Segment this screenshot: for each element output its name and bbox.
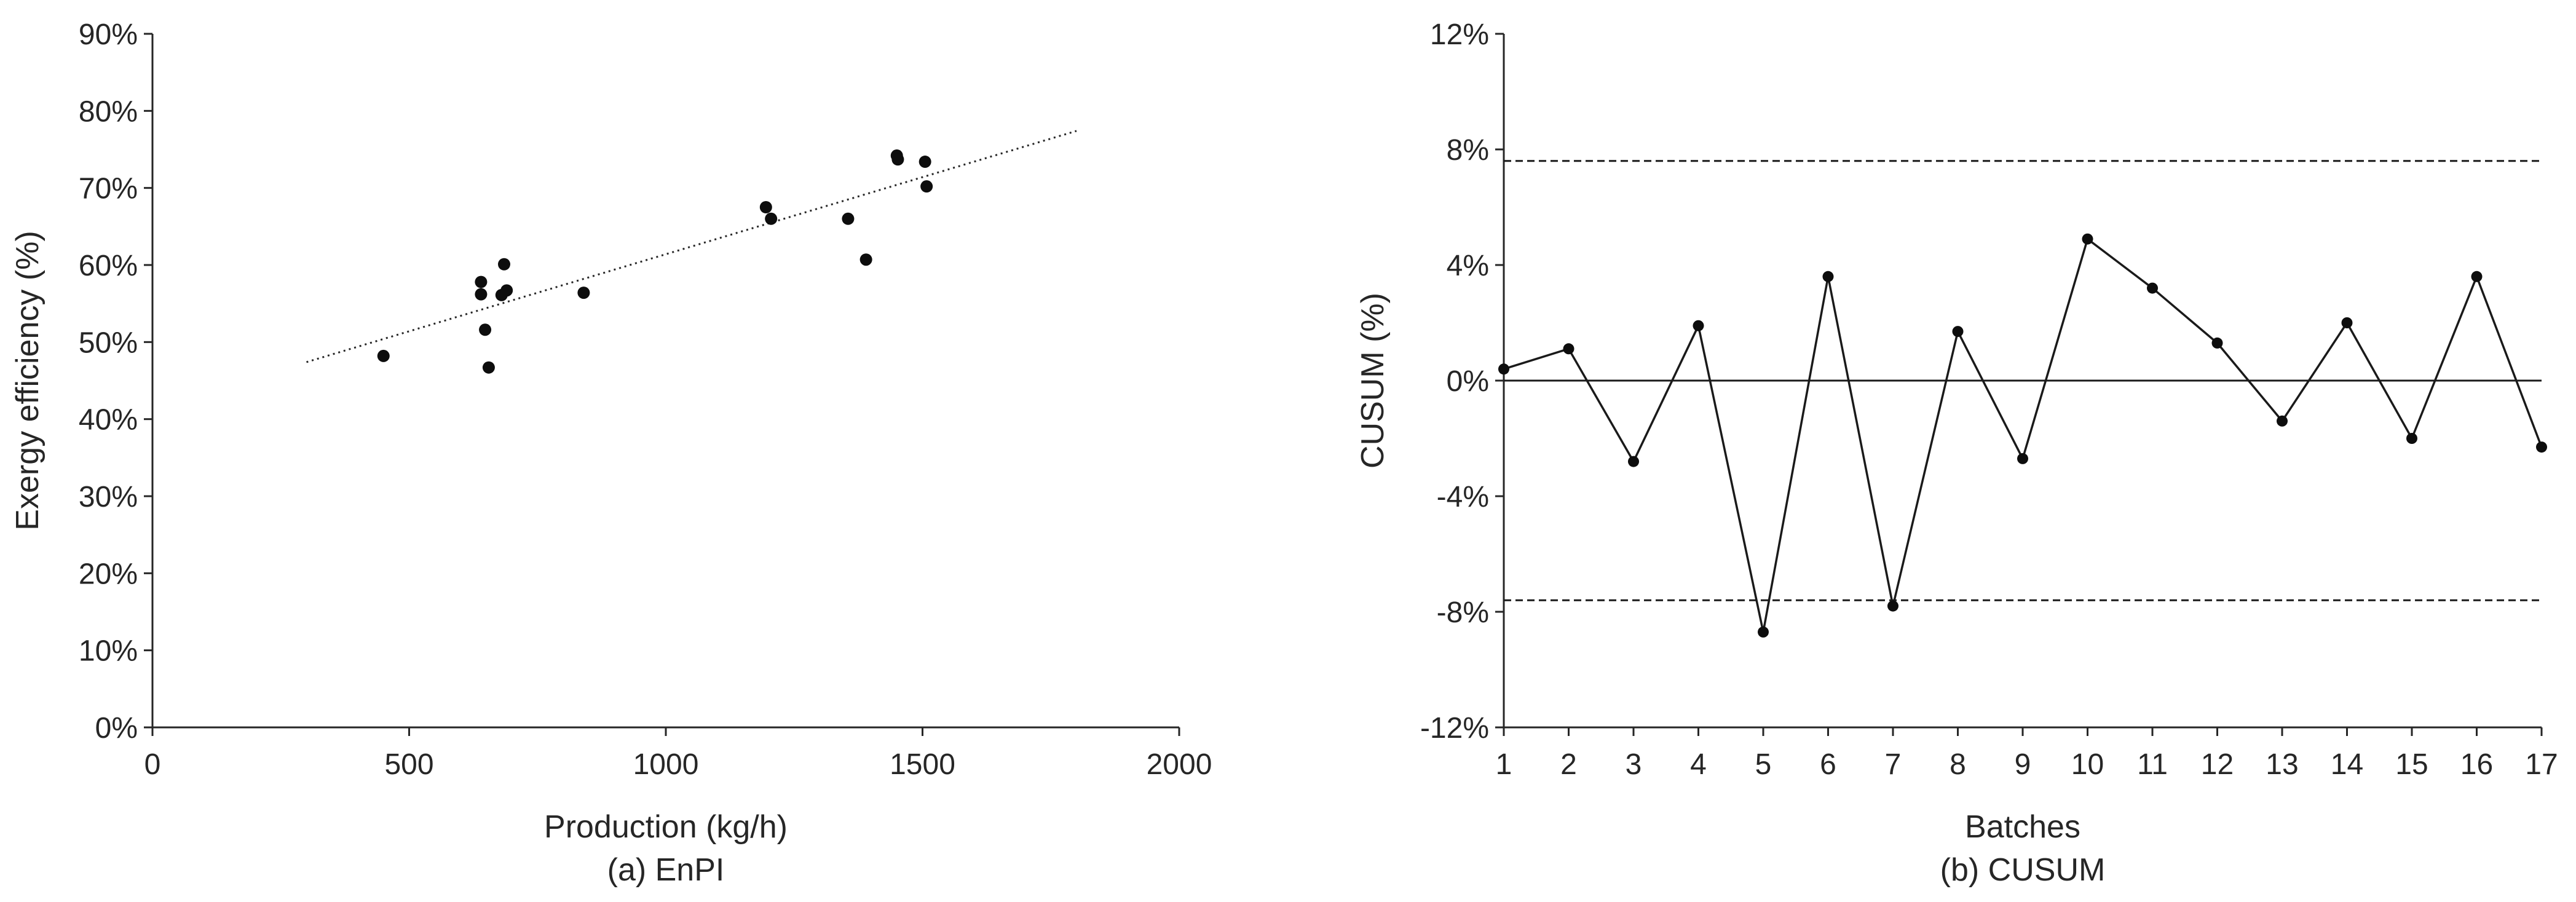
data-point <box>497 258 510 271</box>
data-point <box>765 212 778 225</box>
data-point <box>1498 363 1509 375</box>
x-ticks: 1 2 3 4 5 6 7 8 9 10 11 12 13 14 15 16 17 <box>1496 727 2558 781</box>
x-tick-label: 8 <box>1950 748 1966 781</box>
x-tick-label: 3 <box>1626 748 1642 781</box>
data-point <box>891 153 904 166</box>
x-tick-label: 2 <box>1560 748 1577 781</box>
y-tick-label: -12% <box>1420 712 1489 745</box>
data-point <box>2082 233 2093 245</box>
y-tick-label: 0% <box>95 712 138 745</box>
x-tick-label: 17 <box>2525 748 2558 781</box>
series-line <box>1503 237 2543 633</box>
x-tick-label: 16 <box>2460 748 2493 781</box>
y-tick-label: 70% <box>79 173 138 205</box>
y-axis-title: Exergy efficiency (%) <box>10 231 45 530</box>
reference-lines <box>1504 160 2542 601</box>
data-point <box>2017 453 2028 464</box>
y-tick-label: 40% <box>79 404 138 437</box>
y-tick-label: 4% <box>1447 250 1489 282</box>
data-point <box>1952 326 1964 338</box>
data-point <box>842 212 855 225</box>
x-tick-label: 10 <box>2071 748 2104 781</box>
x-tick-label: 9 <box>2015 748 2031 781</box>
data-point <box>577 287 590 299</box>
x-axis-title: Batches <box>1965 809 2080 845</box>
trendline <box>306 130 1077 363</box>
data-point <box>1822 271 1834 282</box>
x-tick-label: 11 <box>2137 748 2168 781</box>
data-point <box>482 361 495 374</box>
chart-enpi: 0 500 1000 1500 2000 0% 10% 20% 30% 40% 50% 60% 70%… <box>10 18 1212 888</box>
x-tick-label: 2000 <box>1147 748 1212 781</box>
x-tick-label: 15 <box>2395 748 2428 781</box>
y-tick-label: 80% <box>79 95 138 128</box>
data-point <box>759 201 772 213</box>
x-ticks: 0 500 1000 1500 2000 <box>144 727 1212 781</box>
x-tick-label: 14 <box>2331 748 2363 781</box>
y-tick-label: -8% <box>1437 596 1489 629</box>
x-tick-label: 500 <box>384 748 433 781</box>
data-point <box>919 156 931 168</box>
data-point <box>920 180 933 193</box>
data-point <box>479 323 492 336</box>
data-point <box>475 288 488 301</box>
x-tick-label: 5 <box>1755 748 1772 781</box>
data-point <box>2147 282 2158 294</box>
x-tick-label: 6 <box>1820 748 1836 781</box>
data-point <box>859 253 872 266</box>
y-tick-label: 20% <box>79 558 138 590</box>
y-tick-label: 60% <box>79 250 138 282</box>
x-axis-title: Production (kg/h) <box>544 809 788 845</box>
data-point <box>1887 600 1898 612</box>
x-tick-label: 1000 <box>633 748 699 781</box>
scatter-points <box>377 149 933 374</box>
data-point <box>2406 433 2417 444</box>
data-point <box>1563 343 1574 355</box>
data-point <box>500 284 513 297</box>
x-tick-label: 4 <box>1690 748 1707 781</box>
chart-caption: (b) CUSUM <box>1940 852 2106 888</box>
x-tick-label: 12 <box>2201 748 2234 781</box>
data-point <box>1628 456 1639 467</box>
y-tick-label: 30% <box>79 481 138 513</box>
data-point <box>1758 626 1769 638</box>
y-tick-label: 10% <box>79 635 138 668</box>
chart-caption: (a) EnPI <box>607 852 725 888</box>
data-point <box>2341 317 2353 328</box>
y-tick-label: -4% <box>1437 481 1489 513</box>
data-point <box>2471 271 2483 282</box>
series-markers <box>1498 233 2547 638</box>
data-point <box>2211 337 2223 349</box>
x-tick-label: 0 <box>144 748 161 781</box>
y-ticks: 0% 10% 20% 30% 40% 50% 60% 70% 80% 90% <box>79 18 152 745</box>
data-point <box>475 275 488 288</box>
data-point <box>377 349 390 362</box>
data-point <box>2536 441 2547 453</box>
y-tick-label: 12% <box>1430 18 1489 51</box>
x-tick-label: 1500 <box>890 748 955 781</box>
x-tick-label: 7 <box>1885 748 1902 781</box>
y-tick-label: 8% <box>1447 134 1489 167</box>
y-tick-label: 90% <box>79 18 138 51</box>
x-tick-label: 1 <box>1496 748 1512 781</box>
y-ticks: -12% -8% -4% 0% 4% 8% 12% <box>1420 18 1504 745</box>
data-point <box>2277 415 2288 427</box>
x-tick-label: 13 <box>2266 748 2298 781</box>
chart-cusum: 1 2 3 4 5 6 7 8 9 10 11 12 13 14 15 16 17 -12%-8%-4%0%4%… <box>1355 18 2558 888</box>
y-axis-title: CUSUM (%) <box>1355 293 1391 469</box>
y-tick-label: 50% <box>79 326 138 359</box>
y-tick-label: 0% <box>1447 365 1489 398</box>
data-point <box>1693 320 1704 331</box>
